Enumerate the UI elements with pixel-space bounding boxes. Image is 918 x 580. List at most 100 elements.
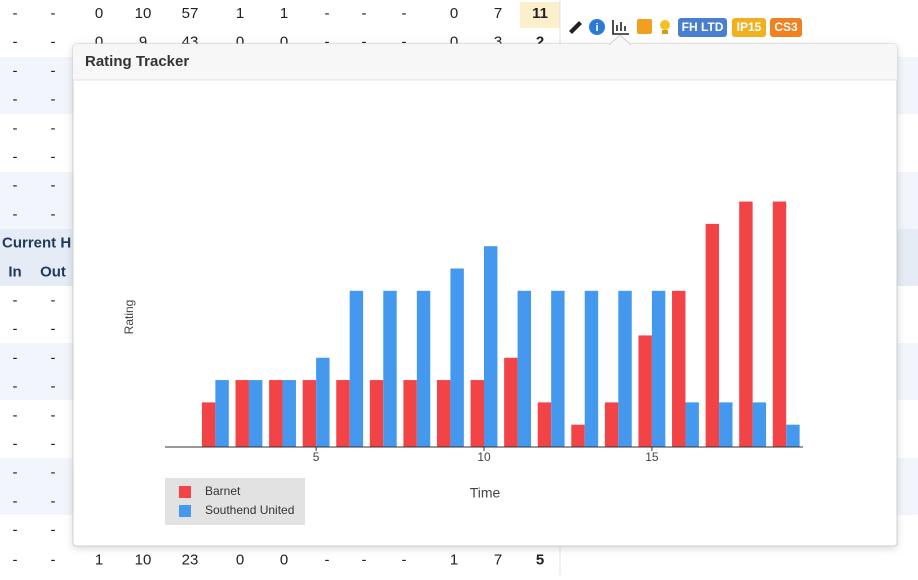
bar — [786, 424, 800, 447]
bar — [772, 201, 787, 447]
table-cell: - — [13, 321, 18, 338]
legend-box — [165, 478, 305, 525]
chart-icon[interactable] — [612, 20, 629, 35]
bar — [450, 268, 464, 447]
table-cell: - — [13, 407, 18, 424]
table-cell: - — [51, 120, 56, 137]
table-cell: - — [13, 177, 18, 194]
bar — [235, 380, 249, 447]
bar — [504, 357, 518, 447]
table-cell: 1 — [450, 551, 458, 568]
table-cell: - — [13, 62, 18, 79]
x-axis-label: Time — [470, 485, 501, 501]
table-cell: 7 — [494, 551, 502, 568]
bar — [349, 290, 364, 447]
table-cell: - — [51, 5, 56, 22]
table-cell: - — [13, 206, 18, 223]
badge-label: CS3 — [774, 20, 798, 34]
table-cell: - — [51, 407, 56, 424]
table-cell: Out — [40, 263, 66, 280]
table-cell: In — [8, 263, 21, 280]
table-cell: 5 — [536, 551, 544, 568]
bar — [248, 380, 263, 447]
bar — [705, 223, 720, 447]
table-cell: 9 — [139, 34, 147, 51]
bar — [470, 380, 484, 447]
badge-label: FH LTD — [682, 20, 724, 34]
table-cell: - — [362, 34, 367, 51]
bar — [416, 290, 431, 447]
legend-swatch — [179, 486, 191, 498]
bar — [752, 402, 767, 447]
table-cell: - — [51, 292, 56, 309]
badge[interactable]: CS3 — [770, 18, 802, 37]
table-cell: - — [51, 177, 56, 194]
table-cell: 10 — [135, 551, 152, 568]
bar — [302, 380, 317, 447]
x-tick-label: 15 — [645, 450, 659, 464]
table-cell: - — [13, 378, 18, 395]
popup-arrow — [608, 34, 632, 45]
edit-icon[interactable] — [569, 21, 582, 34]
table-cell: 23 — [182, 551, 199, 568]
x-tick-label: 5 — [313, 450, 320, 464]
badge[interactable]: IP15 — [732, 18, 766, 37]
bar — [316, 357, 330, 447]
table-cell: - — [325, 34, 330, 51]
popup-header — [73, 44, 897, 80]
badge[interactable]: FH LTD — [678, 18, 727, 37]
bar — [618, 290, 632, 447]
legend-swatch — [179, 505, 191, 517]
bar — [336, 380, 350, 447]
note-icon[interactable] — [637, 19, 652, 34]
table-cell: 0 — [280, 34, 288, 51]
info-glyph: i — [595, 22, 598, 34]
bar — [436, 380, 451, 447]
table-cell: - — [51, 91, 56, 108]
table-cell: 2 — [536, 34, 544, 51]
table-cell: 0 — [95, 34, 103, 51]
bar — [651, 290, 666, 447]
table-cell: - — [13, 551, 18, 568]
bar — [672, 290, 686, 447]
bar — [571, 424, 585, 447]
popup-arrow-cover — [611, 43, 629, 45]
legend-label: Barnet — [205, 484, 241, 498]
bar — [551, 290, 565, 447]
table-cell: - — [362, 551, 367, 568]
table-cell: 1 — [236, 5, 244, 22]
table-cell: - — [13, 5, 18, 22]
badge-bg — [732, 18, 766, 37]
bar — [685, 402, 699, 447]
table-cell: - — [13, 464, 18, 481]
table-cell: 0 — [236, 34, 244, 51]
bar — [383, 290, 397, 447]
bar — [282, 380, 296, 447]
table-cell: 7 — [494, 5, 502, 22]
highlight-cell — [520, 2, 560, 28]
table-cell: 0 — [236, 551, 244, 568]
table-cell: 0 — [450, 5, 458, 22]
bar — [517, 290, 532, 447]
bar — [719, 402, 733, 447]
bar — [269, 380, 283, 447]
badge-bg — [770, 18, 802, 37]
table-cell: 0 — [450, 34, 458, 51]
table-cell: - — [51, 522, 56, 539]
table-cell: 0 — [95, 5, 103, 22]
row-icons[interactable]: i — [569, 19, 670, 35]
table-cell: 1 — [95, 551, 103, 568]
badge-bg — [678, 18, 727, 37]
table-cell: - — [13, 435, 18, 452]
legend-label: Southend United — [205, 503, 294, 517]
bar — [403, 380, 417, 447]
table-cell: - — [51, 435, 56, 452]
table-cell: - — [13, 120, 18, 137]
bulb-icon[interactable] — [660, 20, 670, 30]
badge-label: IP15 — [737, 20, 762, 34]
table-cell: - — [402, 5, 407, 22]
info-icon[interactable] — [589, 19, 605, 35]
table-cell: - — [13, 292, 18, 309]
table-cell: - — [13, 148, 18, 165]
